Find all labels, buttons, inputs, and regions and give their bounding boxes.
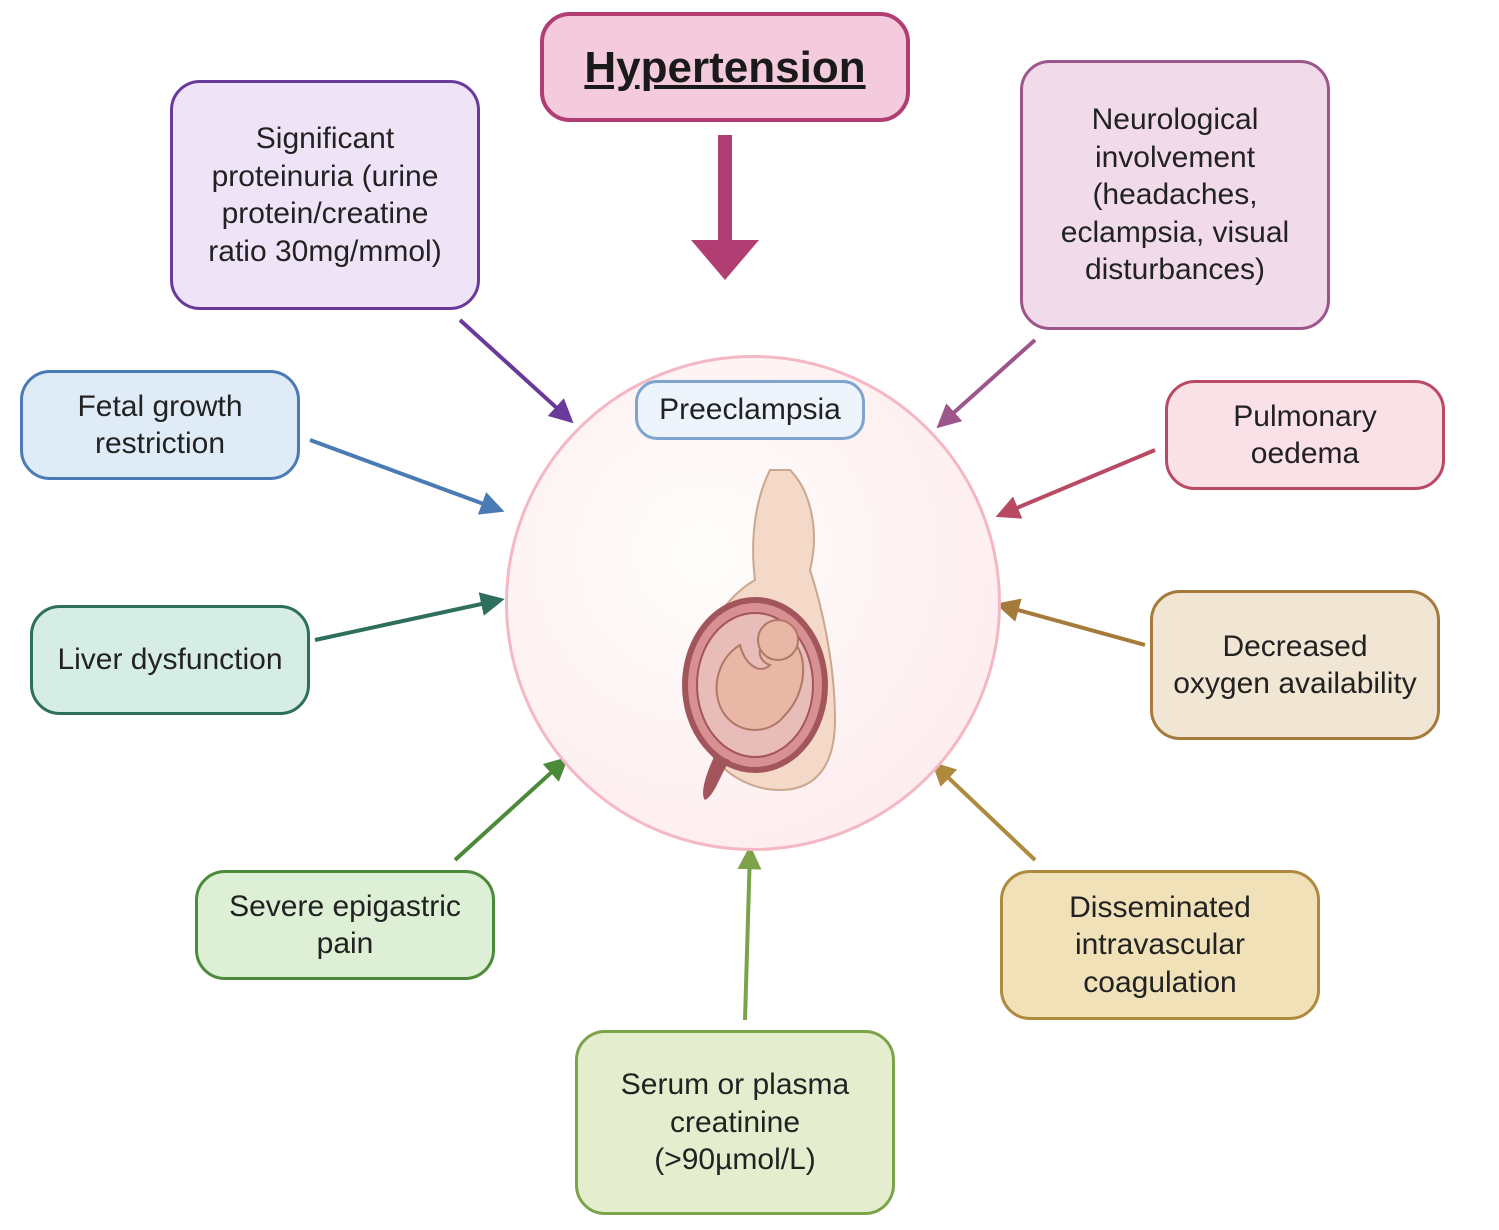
factor-creatinine: Serum or plasma creatinine (>90µmol/L) bbox=[575, 1030, 895, 1215]
factor-pulm-text: Pulmonary oedema bbox=[1186, 398, 1424, 473]
factor-proteinuria: Significant proteinuria (urine protein/c… bbox=[170, 80, 480, 310]
factor-fgr: Fetal growth restriction bbox=[20, 370, 300, 480]
factor-epigastric-text: Severe epigastric pain bbox=[216, 888, 474, 963]
factor-neuro: Neurological involvement (headaches, ecl… bbox=[1020, 60, 1330, 330]
pregnancy-illustration bbox=[660, 460, 890, 800]
title-text: Hypertension bbox=[584, 40, 865, 95]
factor-dic-text: Disseminated intravascular coagulation bbox=[1021, 889, 1299, 1002]
factor-epigastric: Severe epigastric pain bbox=[195, 870, 495, 980]
title-box: Hypertension bbox=[540, 12, 910, 122]
factor-oxygen-text: Decreased oxygen availability bbox=[1171, 628, 1419, 703]
center-label-text: Preeclampsia bbox=[659, 393, 841, 427]
factor-creatinine-text: Serum or plasma creatinine (>90µmol/L) bbox=[596, 1066, 874, 1179]
factor-neuro-text: Neurological involvement (headaches, ecl… bbox=[1041, 101, 1309, 289]
center-label: Preeclampsia bbox=[635, 380, 865, 440]
factor-proteinuria-text: Significant proteinuria (urine protein/c… bbox=[191, 120, 459, 270]
factor-pulm: Pulmonary oedema bbox=[1165, 380, 1445, 490]
factor-liver-text: Liver dysfunction bbox=[57, 641, 282, 679]
factor-fgr-text: Fetal growth restriction bbox=[41, 388, 279, 463]
factor-liver: Liver dysfunction bbox=[30, 605, 310, 715]
factor-oxygen: Decreased oxygen availability bbox=[1150, 590, 1440, 740]
factor-dic: Disseminated intravascular coagulation bbox=[1000, 870, 1320, 1020]
